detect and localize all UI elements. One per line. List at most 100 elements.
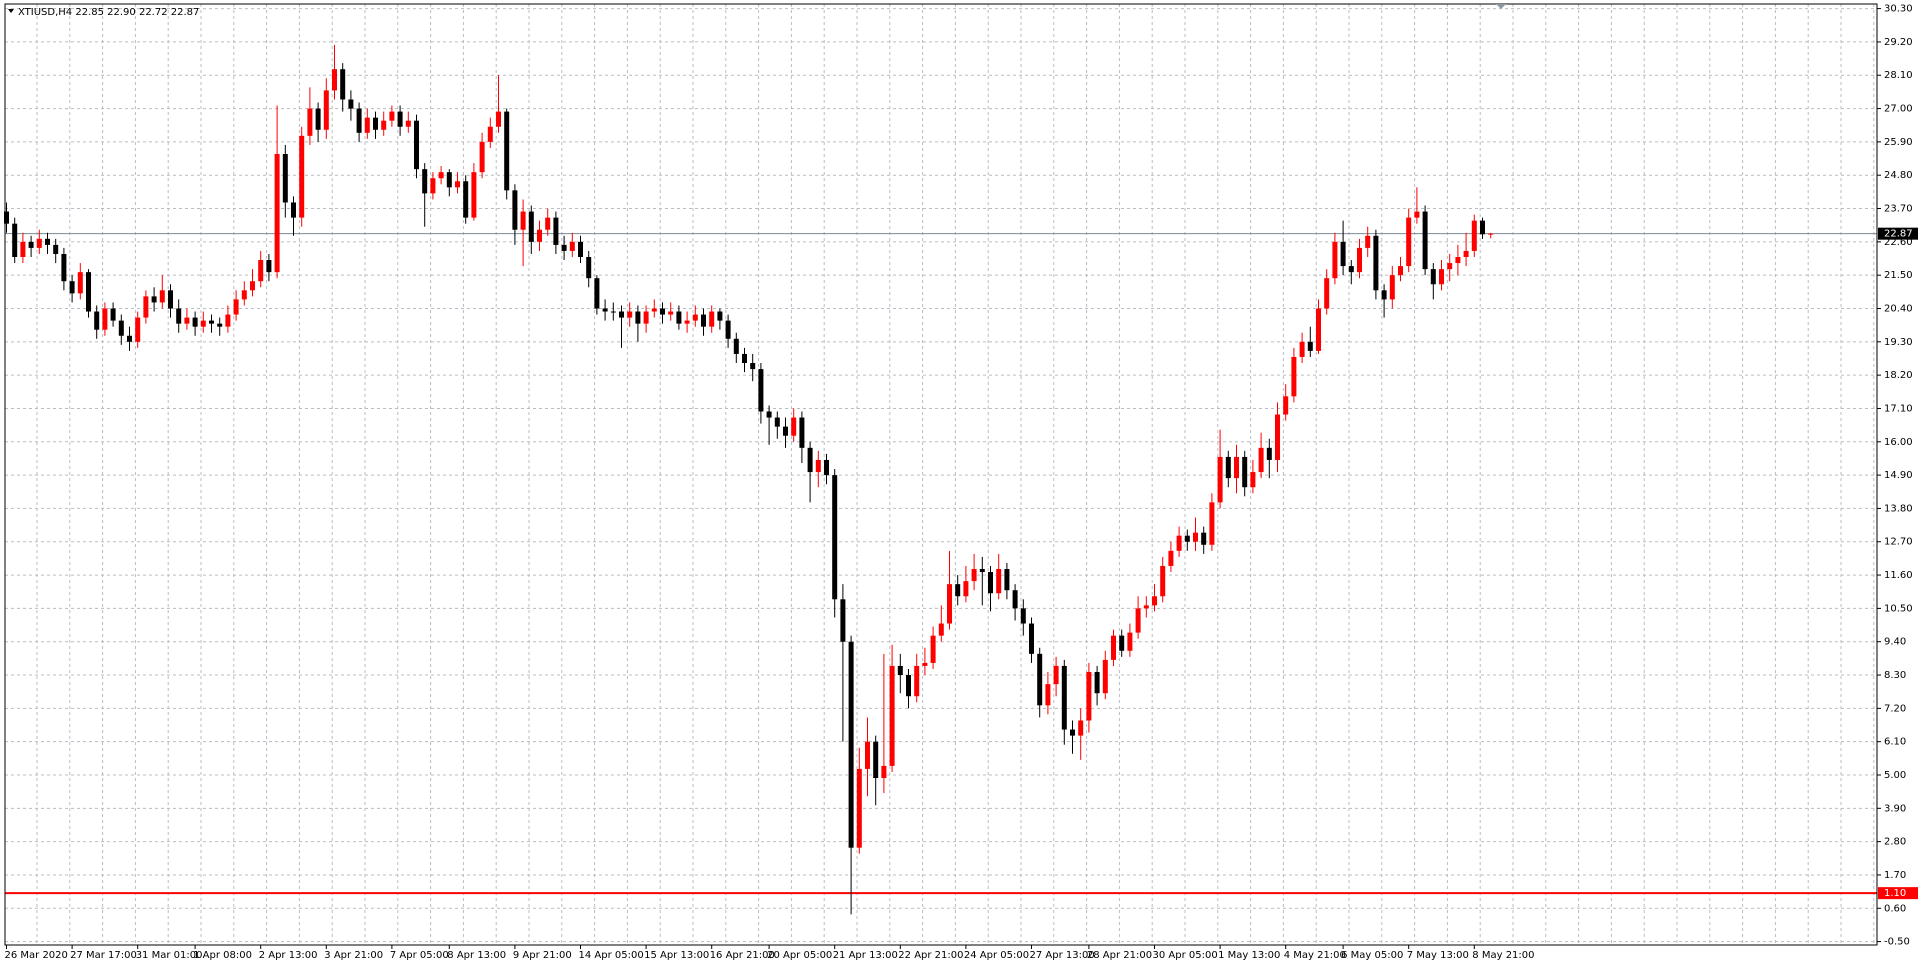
candle-body <box>28 241 34 248</box>
candle-body <box>643 311 649 324</box>
candle-body <box>701 314 706 327</box>
y-tick-label: 10.50 <box>1884 603 1913 614</box>
y-tick-label: -0.50 <box>1884 937 1910 948</box>
y-tick-label: 20.40 <box>1884 303 1913 314</box>
candle-body <box>348 99 354 109</box>
plot-frame <box>4 3 1878 946</box>
candle-body <box>512 190 518 230</box>
candle-body <box>282 154 288 203</box>
candle-body <box>438 172 444 179</box>
y-tick-label: 16.00 <box>1884 437 1913 448</box>
candle-body <box>660 308 665 315</box>
candle-body <box>766 411 772 418</box>
candle-body <box>676 311 682 324</box>
y-tick-label: 1.70 <box>1884 870 1906 881</box>
candle-body <box>45 238 50 245</box>
x-tick-label: 22 Apr 21:00 <box>898 950 963 961</box>
x-tick-label: 2 Apr 13:00 <box>259 950 318 961</box>
candle-body <box>479 141 485 173</box>
x-tick-label: 27 Apr 13:00 <box>1030 950 1095 961</box>
candle-body <box>1365 235 1371 248</box>
candle-body <box>1406 217 1412 267</box>
candle-body <box>848 641 854 848</box>
candle-body <box>1168 550 1174 566</box>
candle-body <box>1078 720 1084 736</box>
candle-body <box>553 217 559 245</box>
candle-body <box>602 308 608 312</box>
candle-body <box>1316 308 1321 351</box>
candle-body <box>1217 456 1223 503</box>
y-tick-label: 0.60 <box>1884 903 1906 914</box>
candle-body <box>815 459 821 473</box>
axes: 30.30 29.20 28.10 27.00 25.90 24.80 23.70 22.60… <box>5 4 1918 961</box>
candle-body <box>537 229 542 242</box>
candle-body <box>1463 250 1469 257</box>
y-tick-label: 28.10 <box>1884 70 1913 81</box>
candle-body <box>1439 269 1444 285</box>
candle-body <box>947 584 952 624</box>
candle-body <box>340 69 346 100</box>
candle-body <box>569 241 575 251</box>
x-tick-label: 4 May 21:00 <box>1284 950 1346 961</box>
candle-body <box>1012 590 1018 609</box>
candle-body <box>217 323 223 327</box>
candle-body <box>783 426 788 436</box>
y-tick-label: 12.70 <box>1884 537 1913 548</box>
candle-body <box>471 172 477 218</box>
candle-body <box>897 665 903 676</box>
candle-body <box>963 581 969 597</box>
candle-body <box>799 417 805 448</box>
y-tick-label: 23.70 <box>1884 204 1913 215</box>
y-tick-label: 25.90 <box>1884 137 1913 148</box>
candle-body <box>381 120 387 130</box>
candle-body <box>1488 233 1494 235</box>
candle-body <box>356 108 362 133</box>
candle-body <box>86 272 91 312</box>
x-tick-label: 14 Apr 05:00 <box>579 950 644 961</box>
candle-body <box>1324 278 1330 309</box>
candle-body <box>856 768 862 848</box>
x-tick-label: 8 May 21:00 <box>1472 950 1534 961</box>
candle-body <box>1020 608 1026 624</box>
candles <box>4 44 1494 915</box>
candle-body <box>1160 565 1166 597</box>
candle-body <box>20 241 26 257</box>
candle-body <box>1348 266 1354 273</box>
y-tick-label: 17.10 <box>1884 403 1913 414</box>
x-tick-label: 3 Apr 21:00 <box>324 950 383 961</box>
candle-body <box>1111 635 1116 660</box>
y-tick-label: 21.50 <box>1884 270 1913 281</box>
candle-body <box>118 320 124 336</box>
candle-body <box>209 320 214 324</box>
candle-body <box>422 169 428 194</box>
candle-body <box>1291 356 1297 397</box>
candle-body <box>291 202 296 218</box>
candle-body <box>496 111 501 127</box>
x-tick-label: 8 Apr 13:00 <box>447 950 506 961</box>
candle-body <box>742 353 747 364</box>
candle-body <box>176 308 182 324</box>
candle-body <box>1193 532 1198 542</box>
candle-body <box>94 311 100 330</box>
candle-body <box>832 475 838 600</box>
candle-body <box>996 569 1002 594</box>
candle-body <box>873 741 879 779</box>
candle-body <box>1275 414 1280 460</box>
x-tick-label: 27 Mar 17:00 <box>70 950 137 961</box>
candle-body <box>69 281 75 294</box>
x-tick-label: 30 Apr 05:00 <box>1153 950 1218 961</box>
candle-body <box>1381 290 1387 300</box>
x-tick-label: 6 May 05:00 <box>1341 950 1403 961</box>
candle-body <box>397 111 403 127</box>
candle-body <box>717 311 723 321</box>
candle-body <box>299 135 305 218</box>
candle-body <box>463 181 469 218</box>
x-tick-label: 1 May 13:00 <box>1218 950 1280 961</box>
candle-body <box>225 314 231 327</box>
candle-body <box>250 281 255 291</box>
candle-body <box>610 311 616 313</box>
candle-body <box>1053 665 1059 685</box>
x-tick-label: 20 Apr 05:00 <box>767 950 832 961</box>
candle-body <box>865 741 870 769</box>
